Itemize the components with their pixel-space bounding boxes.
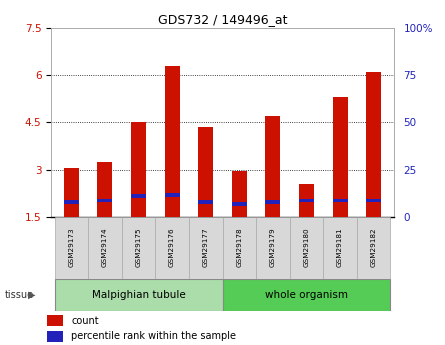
Text: GSM29178: GSM29178 <box>236 227 242 267</box>
Bar <box>198 200 213 204</box>
Bar <box>131 194 146 198</box>
Bar <box>222 279 390 311</box>
Bar <box>323 217 357 279</box>
Bar <box>55 279 222 311</box>
Bar <box>64 168 79 217</box>
Bar <box>299 184 314 217</box>
Text: GSM29179: GSM29179 <box>270 227 276 267</box>
Bar <box>155 217 189 279</box>
Bar <box>88 217 122 279</box>
Bar <box>165 193 180 197</box>
Text: ▶: ▶ <box>28 290 36 300</box>
Bar <box>256 217 290 279</box>
Bar <box>265 200 280 204</box>
Text: tissue: tissue <box>4 290 33 300</box>
Text: GSM29176: GSM29176 <box>169 227 175 267</box>
Text: count: count <box>71 316 99 326</box>
Text: GSM29181: GSM29181 <box>337 227 343 267</box>
Bar <box>366 199 381 203</box>
Text: GSM29174: GSM29174 <box>102 227 108 267</box>
Text: whole organism: whole organism <box>265 290 348 300</box>
Bar <box>131 122 146 217</box>
Text: GSM29177: GSM29177 <box>203 227 209 267</box>
Bar <box>366 72 381 217</box>
Bar <box>97 199 113 203</box>
Bar <box>332 97 348 217</box>
Bar <box>265 116 280 217</box>
Bar <box>222 217 256 279</box>
Text: Malpighian tubule: Malpighian tubule <box>92 290 186 300</box>
Bar <box>299 199 314 203</box>
Title: GDS732 / 149496_at: GDS732 / 149496_at <box>158 13 287 27</box>
Bar <box>55 217 88 279</box>
Bar <box>97 162 113 217</box>
Text: GSM29175: GSM29175 <box>136 227 142 267</box>
Bar <box>357 217 390 279</box>
Bar <box>290 217 323 279</box>
Text: GSM29173: GSM29173 <box>69 227 74 267</box>
Bar <box>232 171 247 217</box>
Text: percentile rank within the sample: percentile rank within the sample <box>71 332 236 342</box>
Bar <box>64 200 79 204</box>
Bar <box>165 66 180 217</box>
Bar <box>47 315 63 326</box>
Bar <box>198 127 213 217</box>
Bar <box>122 217 155 279</box>
Text: GSM29182: GSM29182 <box>371 227 376 267</box>
Bar <box>232 202 247 206</box>
Bar <box>189 217 222 279</box>
Bar <box>47 331 63 342</box>
Bar <box>332 199 348 203</box>
Text: GSM29180: GSM29180 <box>303 227 309 267</box>
